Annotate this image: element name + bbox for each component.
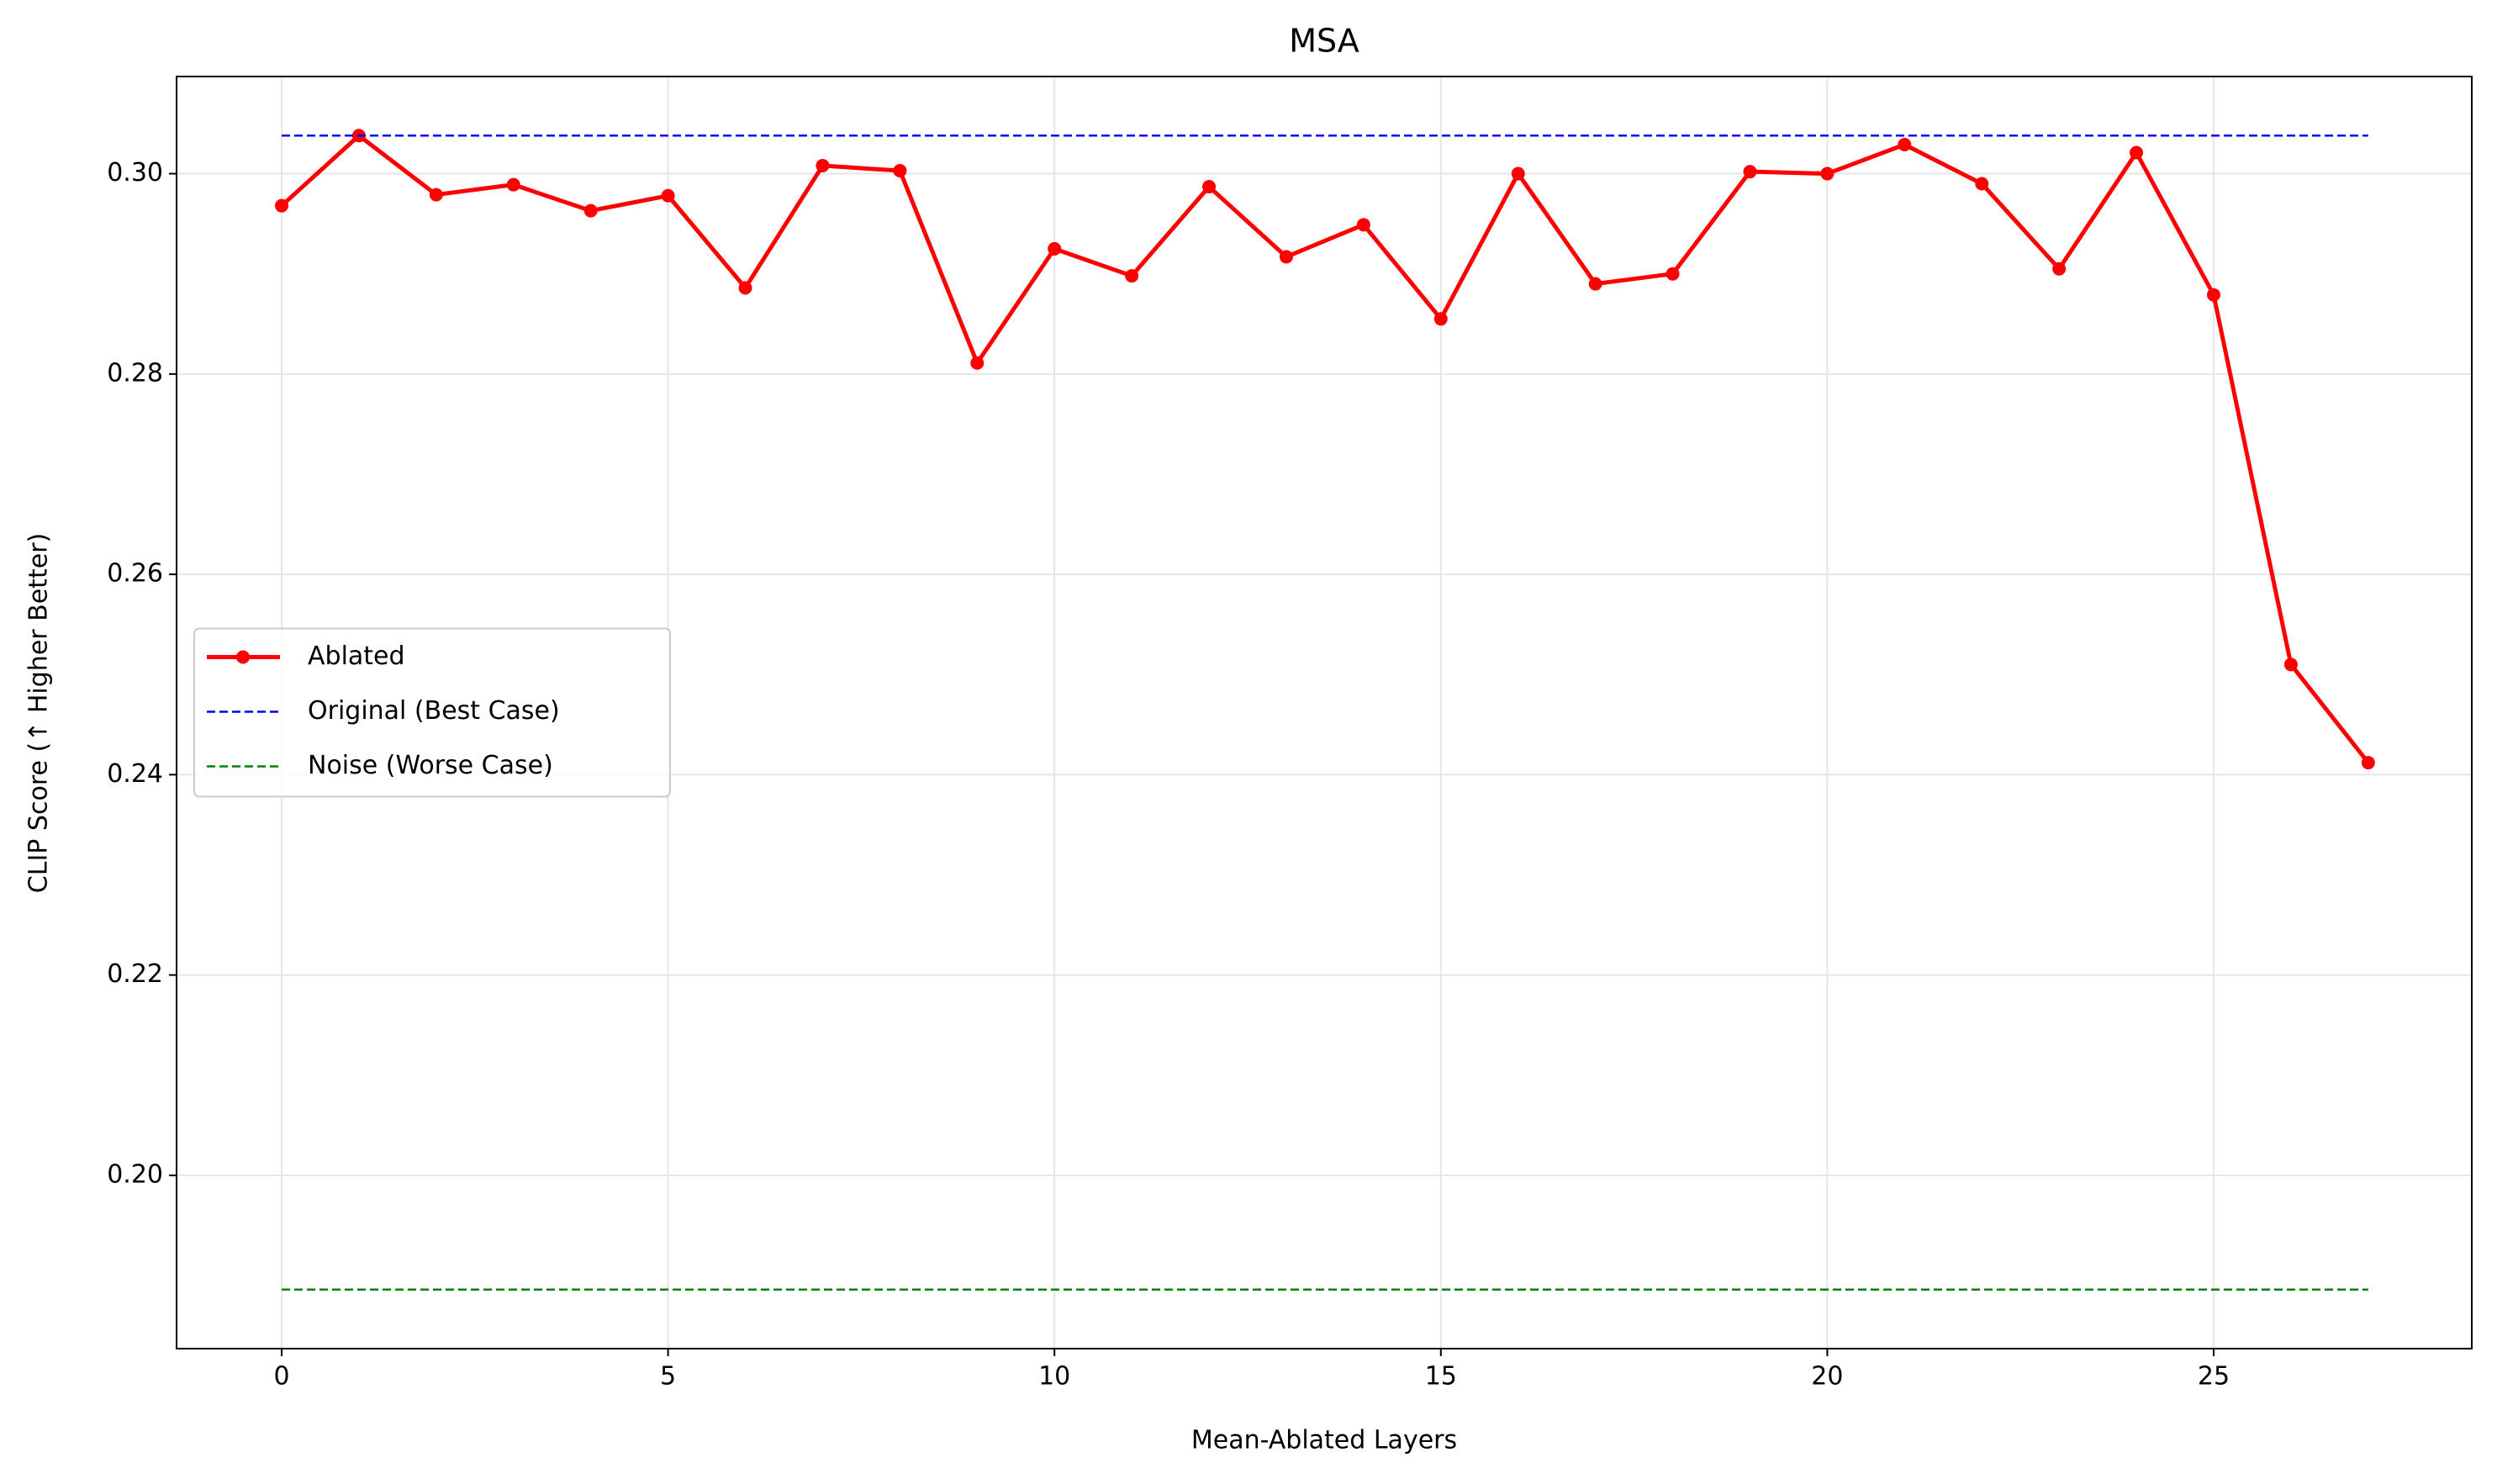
- point: [429, 187, 443, 202]
- point: [2130, 145, 2144, 160]
- y-tick-label: 0.24: [107, 759, 163, 789]
- point: [738, 281, 752, 295]
- point: [2052, 261, 2067, 276]
- point: [2283, 658, 2298, 672]
- point: [1588, 277, 1602, 291]
- point: [1125, 269, 1139, 283]
- point: [506, 177, 520, 192]
- point: [1356, 218, 1370, 232]
- plot-frame: [176, 76, 2473, 1349]
- x-axis-label: Mean-Ablated Layers: [1191, 1426, 1457, 1455]
- legend-label: Noise (Worse Case): [308, 751, 553, 780]
- point: [2206, 288, 2220, 302]
- point: [661, 188, 675, 203]
- legend-label: Original (Best Case): [308, 696, 560, 726]
- x-tick-label: 10: [1038, 1362, 1070, 1392]
- point: [1433, 312, 1448, 326]
- x-tick-label: 5: [660, 1362, 676, 1392]
- point: [970, 356, 985, 370]
- x-tick-label: 25: [2198, 1362, 2230, 1392]
- x-tick-label: 0: [273, 1362, 289, 1392]
- point: [1279, 250, 1293, 264]
- point: [1898, 138, 1912, 152]
- chart-title: MSA: [1289, 23, 1359, 60]
- point: [583, 203, 598, 218]
- legend-marker: [236, 650, 250, 664]
- point: [816, 159, 830, 173]
- point: [1743, 165, 1757, 179]
- point: [1202, 180, 1217, 194]
- x-tick-label: 15: [1425, 1362, 1457, 1392]
- y-tick-label: 0.22: [107, 959, 163, 989]
- point: [1048, 241, 1062, 256]
- point: [2361, 756, 2375, 770]
- legend: Ablated Original (Best Case) Noise (Worse …: [193, 627, 671, 798]
- y-tick-label: 0.28: [107, 358, 163, 388]
- x-tick-label: 20: [1811, 1362, 1843, 1392]
- y-tick-label: 0.26: [107, 559, 163, 589]
- y-tick-label: 0.30: [107, 158, 163, 187]
- legend-label: Ablated: [308, 642, 405, 671]
- y-tick-label: 0.20: [107, 1159, 163, 1189]
- y-axis-label: CLIP Score (↑ Higher Better): [24, 533, 54, 893]
- point: [275, 198, 289, 213]
- point: [1820, 166, 1834, 181]
- point: [893, 163, 907, 177]
- point: [1666, 267, 1680, 281]
- point: [1511, 166, 1525, 181]
- series-line: [280, 133, 2370, 764]
- point: [1975, 177, 1989, 191]
- legend-box: [193, 627, 671, 798]
